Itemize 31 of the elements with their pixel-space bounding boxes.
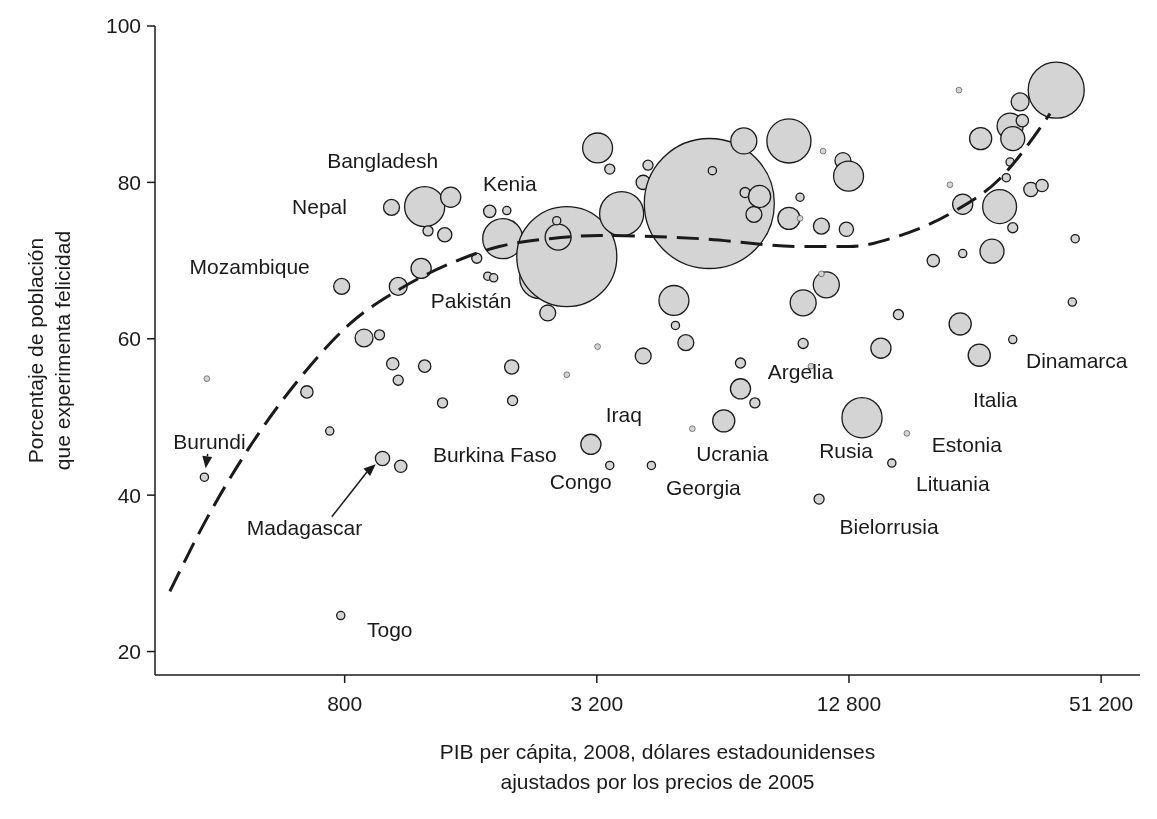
annotation: Pakistán — [430, 288, 512, 312]
annotation: Iraq — [605, 402, 642, 426]
annotation: Ucrania — [696, 442, 769, 466]
annotation: Estonia — [931, 432, 1003, 456]
annotation: Madagascar — [246, 515, 363, 539]
annotation: Burkina Faso — [432, 442, 557, 466]
annotation: Mozambique — [189, 254, 310, 278]
annotation: Lituania — [916, 472, 990, 496]
annotation: Rusia — [819, 439, 874, 463]
x-tick-label: 3 200 — [570, 692, 624, 715]
x-tick-label: 800 — [327, 692, 363, 715]
annotation: Dinamarca — [1026, 348, 1128, 372]
annotation: Togo — [366, 617, 413, 641]
annotation: Bielorrusia — [839, 515, 939, 539]
y-tick-label: 40 — [117, 483, 141, 507]
annotation: Italia — [973, 387, 1018, 411]
x-axis-title: PIB per cápita, 2008, dólares estadounidenses ajustados por los precios de 2005 — [439, 740, 876, 793]
annotation: Georgia — [666, 475, 742, 499]
x-tick-label: 51 200 — [1069, 692, 1134, 715]
y-axis-title: Porcentaje de población que experimenta felicidad — [24, 230, 74, 471]
y-tick-label: 60 — [117, 327, 141, 351]
annotation: Argelia — [767, 360, 834, 384]
annotation: Kenia — [482, 172, 537, 196]
y-tick-label: 80 — [117, 170, 141, 194]
annotation: Bangladesh — [327, 148, 439, 172]
annotation: Congo — [549, 469, 612, 493]
x-tick-label: 12 800 — [816, 692, 882, 715]
y-tick-label: 100 — [105, 14, 141, 38]
annotation: Burundi — [173, 429, 246, 453]
y-tick-label: 20 — [117, 639, 141, 663]
annotation: Nepal — [292, 194, 347, 218]
